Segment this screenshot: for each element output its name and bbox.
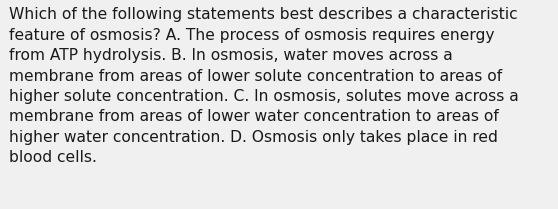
Text: Which of the following statements best describes a characteristic
feature of osm: Which of the following statements best d… (9, 7, 519, 165)
